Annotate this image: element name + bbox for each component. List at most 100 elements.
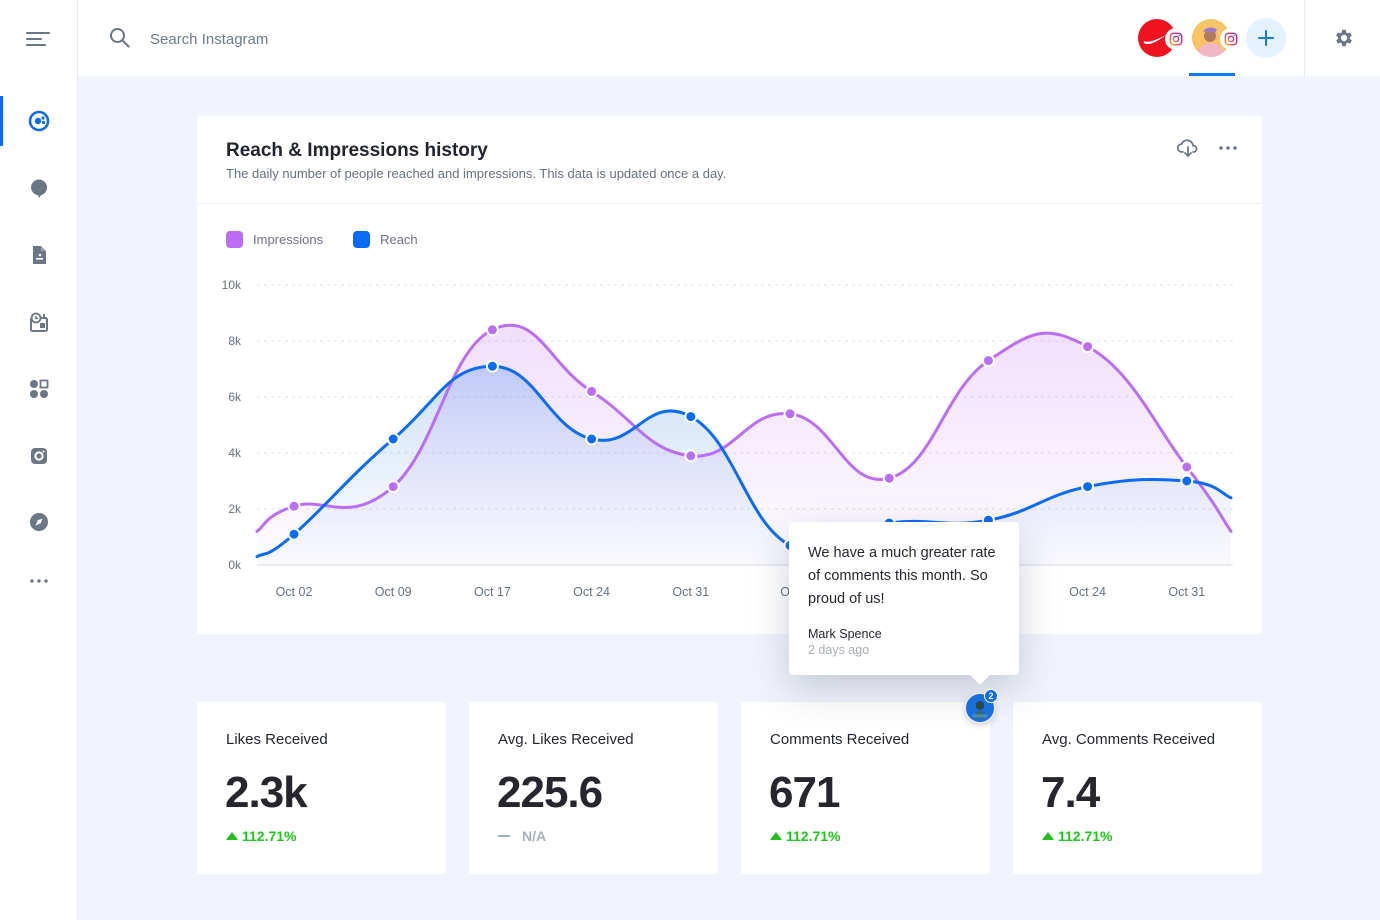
apps-grid-icon (30, 379, 49, 398)
nike-logo-icon (1143, 35, 1166, 44)
stat-change-value: N/A (522, 828, 547, 844)
reach-impressions-card: Reach & Impressions history The daily nu… (197, 116, 1262, 634)
stat-change-value: 112.71% (1058, 828, 1113, 844)
comment-author: Mark Spence (808, 627, 882, 641)
gear-icon[interactable] (1333, 27, 1355, 49)
stat-value: 671 (769, 768, 840, 817)
sidebar (0, 0, 78, 920)
account-avatar-user[interactable] (1192, 19, 1230, 57)
hamburger-menu-icon[interactable] (26, 30, 50, 48)
user-photo-icon (1197, 27, 1225, 57)
data-point-reach (287, 527, 301, 541)
data-point-impressions (684, 449, 698, 463)
comment-author-avatar[interactable] (964, 692, 996, 724)
chart-legend: Impressions Reach (226, 231, 418, 248)
plus-icon (1258, 30, 1274, 46)
sidebar-item-instagram[interactable] (0, 431, 78, 481)
top-bar (78, 0, 1380, 76)
data-point-reach (684, 410, 698, 424)
search-icon (110, 28, 130, 48)
divider (197, 203, 1262, 204)
y-tick-label: 6k (228, 390, 242, 404)
stat-card-avg-comments: Avg. Comments Received 7.4 112.71% (1013, 702, 1262, 874)
y-tick-label: 0k (228, 558, 242, 572)
data-point-impressions (386, 480, 400, 494)
analytics-icon (28, 110, 50, 132)
data-point-impressions (981, 354, 995, 368)
stat-change: N/A (498, 828, 546, 844)
data-point-reach (386, 432, 400, 446)
legend-label: Impressions (253, 232, 324, 247)
comment-count-badge: 2 (984, 689, 998, 703)
search-input[interactable] (150, 26, 570, 52)
data-point-impressions (585, 384, 599, 398)
data-point-impressions (882, 471, 896, 485)
stat-change: 112.71% (226, 828, 297, 844)
more-icon (30, 579, 48, 583)
legend-swatch (226, 231, 243, 248)
x-tick-label: Oct 31 (1168, 585, 1205, 599)
y-tick-label: 4k (228, 446, 242, 460)
y-tick-label: 10k (222, 278, 242, 292)
stat-card-comments: Comments Received 671 112.71% (741, 702, 990, 874)
stat-value: 2.3k (225, 768, 308, 817)
data-point-impressions (287, 499, 301, 513)
stat-card-avg-likes: Avg. Likes Received 225.6 N/A (469, 702, 718, 874)
area-reach (257, 366, 1231, 565)
sidebar-item-scheduler[interactable] (0, 297, 78, 347)
stat-change: 112.71% (770, 828, 841, 844)
stat-value: 225.6 (497, 768, 603, 817)
instagram-badge-icon (1165, 28, 1187, 50)
x-tick-label: Oct 24 (573, 585, 610, 599)
y-tick-label: 2k (228, 502, 242, 516)
compass-icon (30, 513, 48, 531)
chat-bubble-icon (31, 179, 47, 198)
data-point-impressions (1180, 460, 1194, 474)
stat-value: 7.4 (1041, 768, 1100, 817)
y-tick-label: 8k (228, 334, 242, 348)
scheduler-icon (30, 312, 48, 332)
instagram-icon (31, 448, 47, 464)
sidebar-item-more[interactable] (0, 556, 78, 606)
cloud-download-icon[interactable] (1176, 138, 1200, 158)
stat-label: Likes Received (226, 731, 328, 748)
sidebar-item-messages[interactable] (0, 163, 78, 213)
x-tick-label: Oct 17 (474, 585, 511, 599)
legend-item-reach[interactable]: Reach (353, 231, 418, 248)
stat-card-likes: Likes Received 2.3k 112.71% (197, 702, 446, 874)
trend-up-icon (226, 832, 238, 840)
data-point-impressions (1081, 340, 1095, 354)
x-tick-label: Oct 02 (276, 585, 313, 599)
sidebar-item-explore[interactable] (0, 497, 78, 547)
user-photo-icon (972, 701, 988, 719)
data-point-reach (1081, 480, 1095, 494)
data-point-impressions (485, 323, 499, 337)
x-tick-label: Oct 31 (672, 585, 709, 599)
x-tick-label: Oct 09 (375, 585, 412, 599)
legend-label: Reach (380, 232, 418, 247)
instagram-badge-icon (1220, 28, 1242, 50)
data-point-reach (1180, 474, 1194, 488)
comment-time: 2 days ago (808, 643, 870, 657)
trend-neutral-icon (498, 835, 510, 837)
legend-item-impressions[interactable]: Impressions (226, 231, 323, 248)
x-tick-label: Oct 24 (1069, 585, 1106, 599)
trend-up-icon (770, 832, 782, 840)
selected-account-indicator (1189, 73, 1235, 76)
add-account-button[interactable] (1246, 18, 1286, 58)
comment-text: We have a much greater rate of comments … (808, 545, 996, 607)
sidebar-item-analytics[interactable] (0, 96, 78, 146)
stat-change: 112.71% (1042, 828, 1113, 844)
stat-change-value: 112.71% (242, 828, 297, 844)
sidebar-item-apps[interactable] (0, 364, 78, 414)
document-icon (33, 246, 46, 264)
legend-swatch (353, 231, 371, 248)
comment-tooltip: We have a much greater rate of comments … (789, 522, 1019, 675)
chart-title: Reach & Impressions history (226, 140, 488, 161)
sidebar-item-reports[interactable] (0, 230, 78, 280)
chart-subtitle: The daily number of people reached and i… (226, 166, 727, 181)
stat-label: Avg. Comments Received (1042, 731, 1216, 748)
stat-label: Comments Received (770, 731, 910, 748)
more-horizontal-icon[interactable] (1218, 145, 1238, 151)
stat-label: Avg. Likes Received (498, 731, 634, 748)
